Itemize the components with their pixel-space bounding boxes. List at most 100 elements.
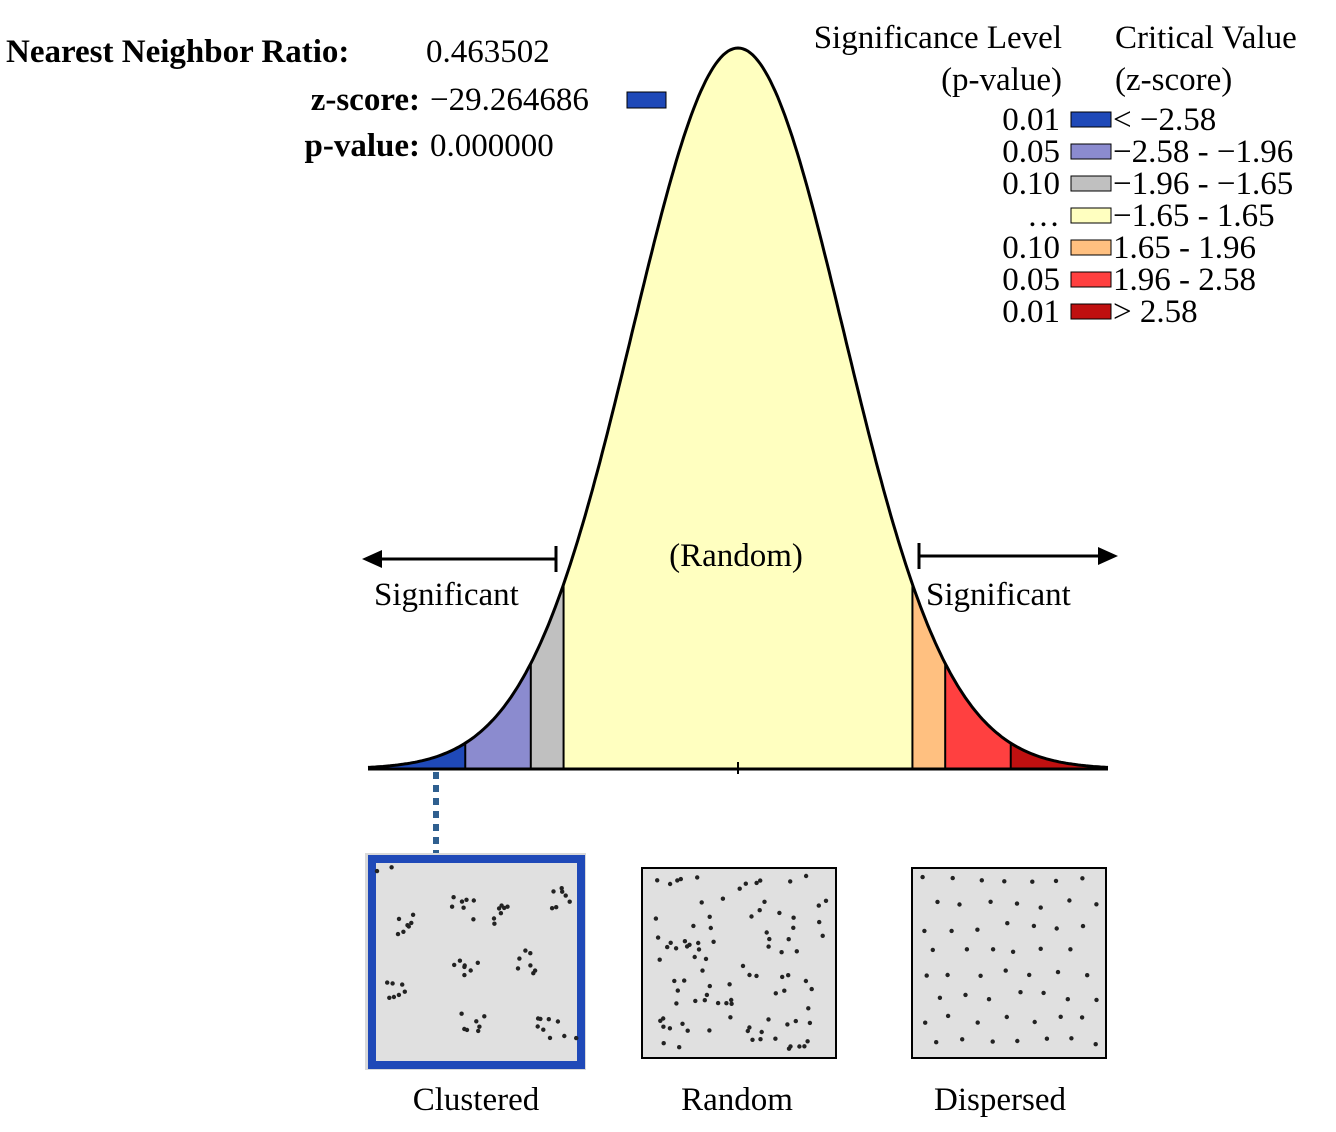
left-arrowhead [362, 550, 382, 568]
point-marker [807, 1020, 813, 1026]
point-marker [707, 1028, 712, 1033]
dispersed-label: Dispersed [934, 1082, 1066, 1118]
legend-row-zrange: > 2.58 [1113, 294, 1198, 330]
point-marker [780, 974, 785, 980]
point-marker [747, 1025, 752, 1030]
point-marker [476, 1028, 481, 1034]
point-marker [1005, 921, 1010, 926]
clustered-points [374, 865, 579, 1041]
legend-rows: 0.01 < −2.58 0.05 −2.58 - −1.96 0.10 −1.96 - … [1002, 102, 1293, 330]
point-marker [549, 906, 555, 911]
dispersed-panel [911, 867, 1107, 1059]
point-marker [667, 1026, 673, 1031]
point-marker [474, 1019, 479, 1024]
point-marker [462, 963, 467, 968]
point-marker [1038, 946, 1043, 951]
point-marker [957, 902, 962, 907]
point-marker [806, 1006, 811, 1011]
point-marker [963, 992, 968, 998]
point-marker [471, 898, 476, 903]
point-marker [740, 963, 746, 969]
point-marker [1094, 997, 1099, 1003]
point-marker [794, 949, 799, 954]
point-marker [1027, 972, 1032, 978]
point-marker [1003, 968, 1008, 973]
point-marker [389, 865, 394, 870]
point-marker [574, 1035, 579, 1041]
pattern-panels: Clustered Random Dispersed [365, 853, 1107, 1118]
point-marker [777, 910, 782, 916]
point-marker [820, 933, 825, 938]
point-marker [1010, 949, 1016, 954]
point-marker [791, 915, 796, 920]
point-marker [978, 973, 983, 978]
point-marker [1080, 923, 1086, 929]
point-marker [937, 995, 943, 1000]
point-marker [727, 982, 732, 987]
legend: Significance Level (p-value) Critical Va… [814, 20, 1297, 330]
point-marker [1065, 997, 1071, 1002]
point-marker [547, 1035, 553, 1041]
point-marker [964, 947, 970, 952]
legend-row-zrange: −1.65 - 1.65 [1113, 198, 1275, 234]
point-marker [546, 1017, 551, 1022]
point-marker [1014, 901, 1020, 906]
point-marker [793, 1018, 798, 1024]
point-marker [923, 1020, 928, 1025]
legend-row-pvalue: … [1027, 198, 1060, 234]
point-marker [555, 1019, 561, 1024]
pvalue-value: 0.000000 [430, 128, 554, 164]
point-marker [563, 893, 568, 898]
legend-row-swatch [1070, 207, 1112, 224]
point-marker [391, 994, 397, 1000]
point-marker [452, 962, 457, 968]
point-marker [395, 931, 401, 937]
point-marker [703, 956, 709, 962]
legend-row-zrange: −2.58 - −1.96 [1113, 134, 1293, 170]
point-marker [677, 1045, 682, 1050]
point-marker [766, 1017, 771, 1022]
point-marker [754, 973, 759, 979]
center-random-label: (Random) [669, 538, 803, 574]
point-marker [979, 878, 984, 883]
dispersed-points [920, 874, 1099, 1047]
point-marker [374, 868, 380, 874]
point-marker [401, 929, 406, 934]
point-marker [1053, 878, 1059, 884]
point-marker [675, 988, 680, 993]
point-marker [551, 889, 556, 894]
point-marker [762, 899, 767, 904]
point-marker [816, 903, 821, 908]
random-label: Random [681, 1082, 793, 1118]
point-marker [704, 992, 710, 998]
point-marker [678, 876, 683, 882]
point-marker [1055, 969, 1061, 975]
point-marker [758, 1037, 763, 1042]
point-marker [1067, 898, 1072, 903]
zscore-label: z-score: [311, 82, 420, 118]
point-marker [691, 923, 696, 929]
point-marker [809, 986, 814, 992]
legend-row-swatch [1070, 175, 1112, 192]
point-marker [696, 940, 701, 946]
point-marker [695, 875, 700, 880]
point-marker [496, 906, 502, 911]
point-marker [950, 875, 955, 881]
random-points [653, 873, 829, 1051]
point-marker [491, 916, 497, 921]
point-marker [758, 878, 763, 883]
legend-row-zrange: −1.96 - −1.65 [1113, 166, 1293, 202]
point-marker [523, 948, 528, 953]
curve-region-3 [563, 48, 913, 769]
zscore-marker-swatch [626, 91, 667, 109]
point-marker [687, 942, 692, 947]
point-marker [665, 944, 670, 950]
point-marker [657, 957, 662, 962]
significance-annotations: Significant Significant (Random) [362, 538, 1118, 860]
point-marker [779, 950, 784, 955]
point-marker [655, 935, 661, 940]
point-marker [1044, 1036, 1050, 1041]
point-marker [930, 947, 935, 953]
point-marker [560, 889, 565, 894]
legend-col2-title-line2: (z-score) [1115, 62, 1232, 98]
